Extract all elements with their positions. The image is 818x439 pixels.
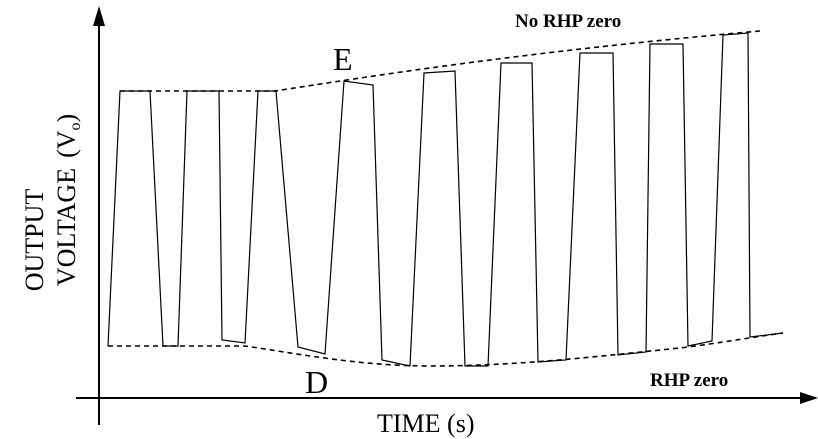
y-axis-arrow-icon	[93, 6, 105, 26]
axes	[76, 6, 818, 425]
point-d-label: D	[305, 364, 328, 400]
x-axis-label: TIME (s)	[377, 409, 474, 438]
output-voltage-waveform	[107, 32, 784, 367]
upper-envelope-dashed	[120, 30, 761, 92]
y-axis-label-line2: VOLTAGE(Vo)	[52, 114, 84, 286]
y-axis-label: OUTPUT VOLTAGE(Vo)	[20, 114, 84, 291]
point-e-label: E	[333, 41, 353, 77]
upper-envelope-label: No RHP zero	[515, 11, 621, 32]
lower-envelope-label: RHP zero	[650, 370, 728, 391]
lower-envelope-dashed	[108, 332, 784, 367]
y-axis-label-line1: OUTPUT	[20, 189, 49, 292]
x-axis-arrow-icon	[800, 392, 818, 404]
